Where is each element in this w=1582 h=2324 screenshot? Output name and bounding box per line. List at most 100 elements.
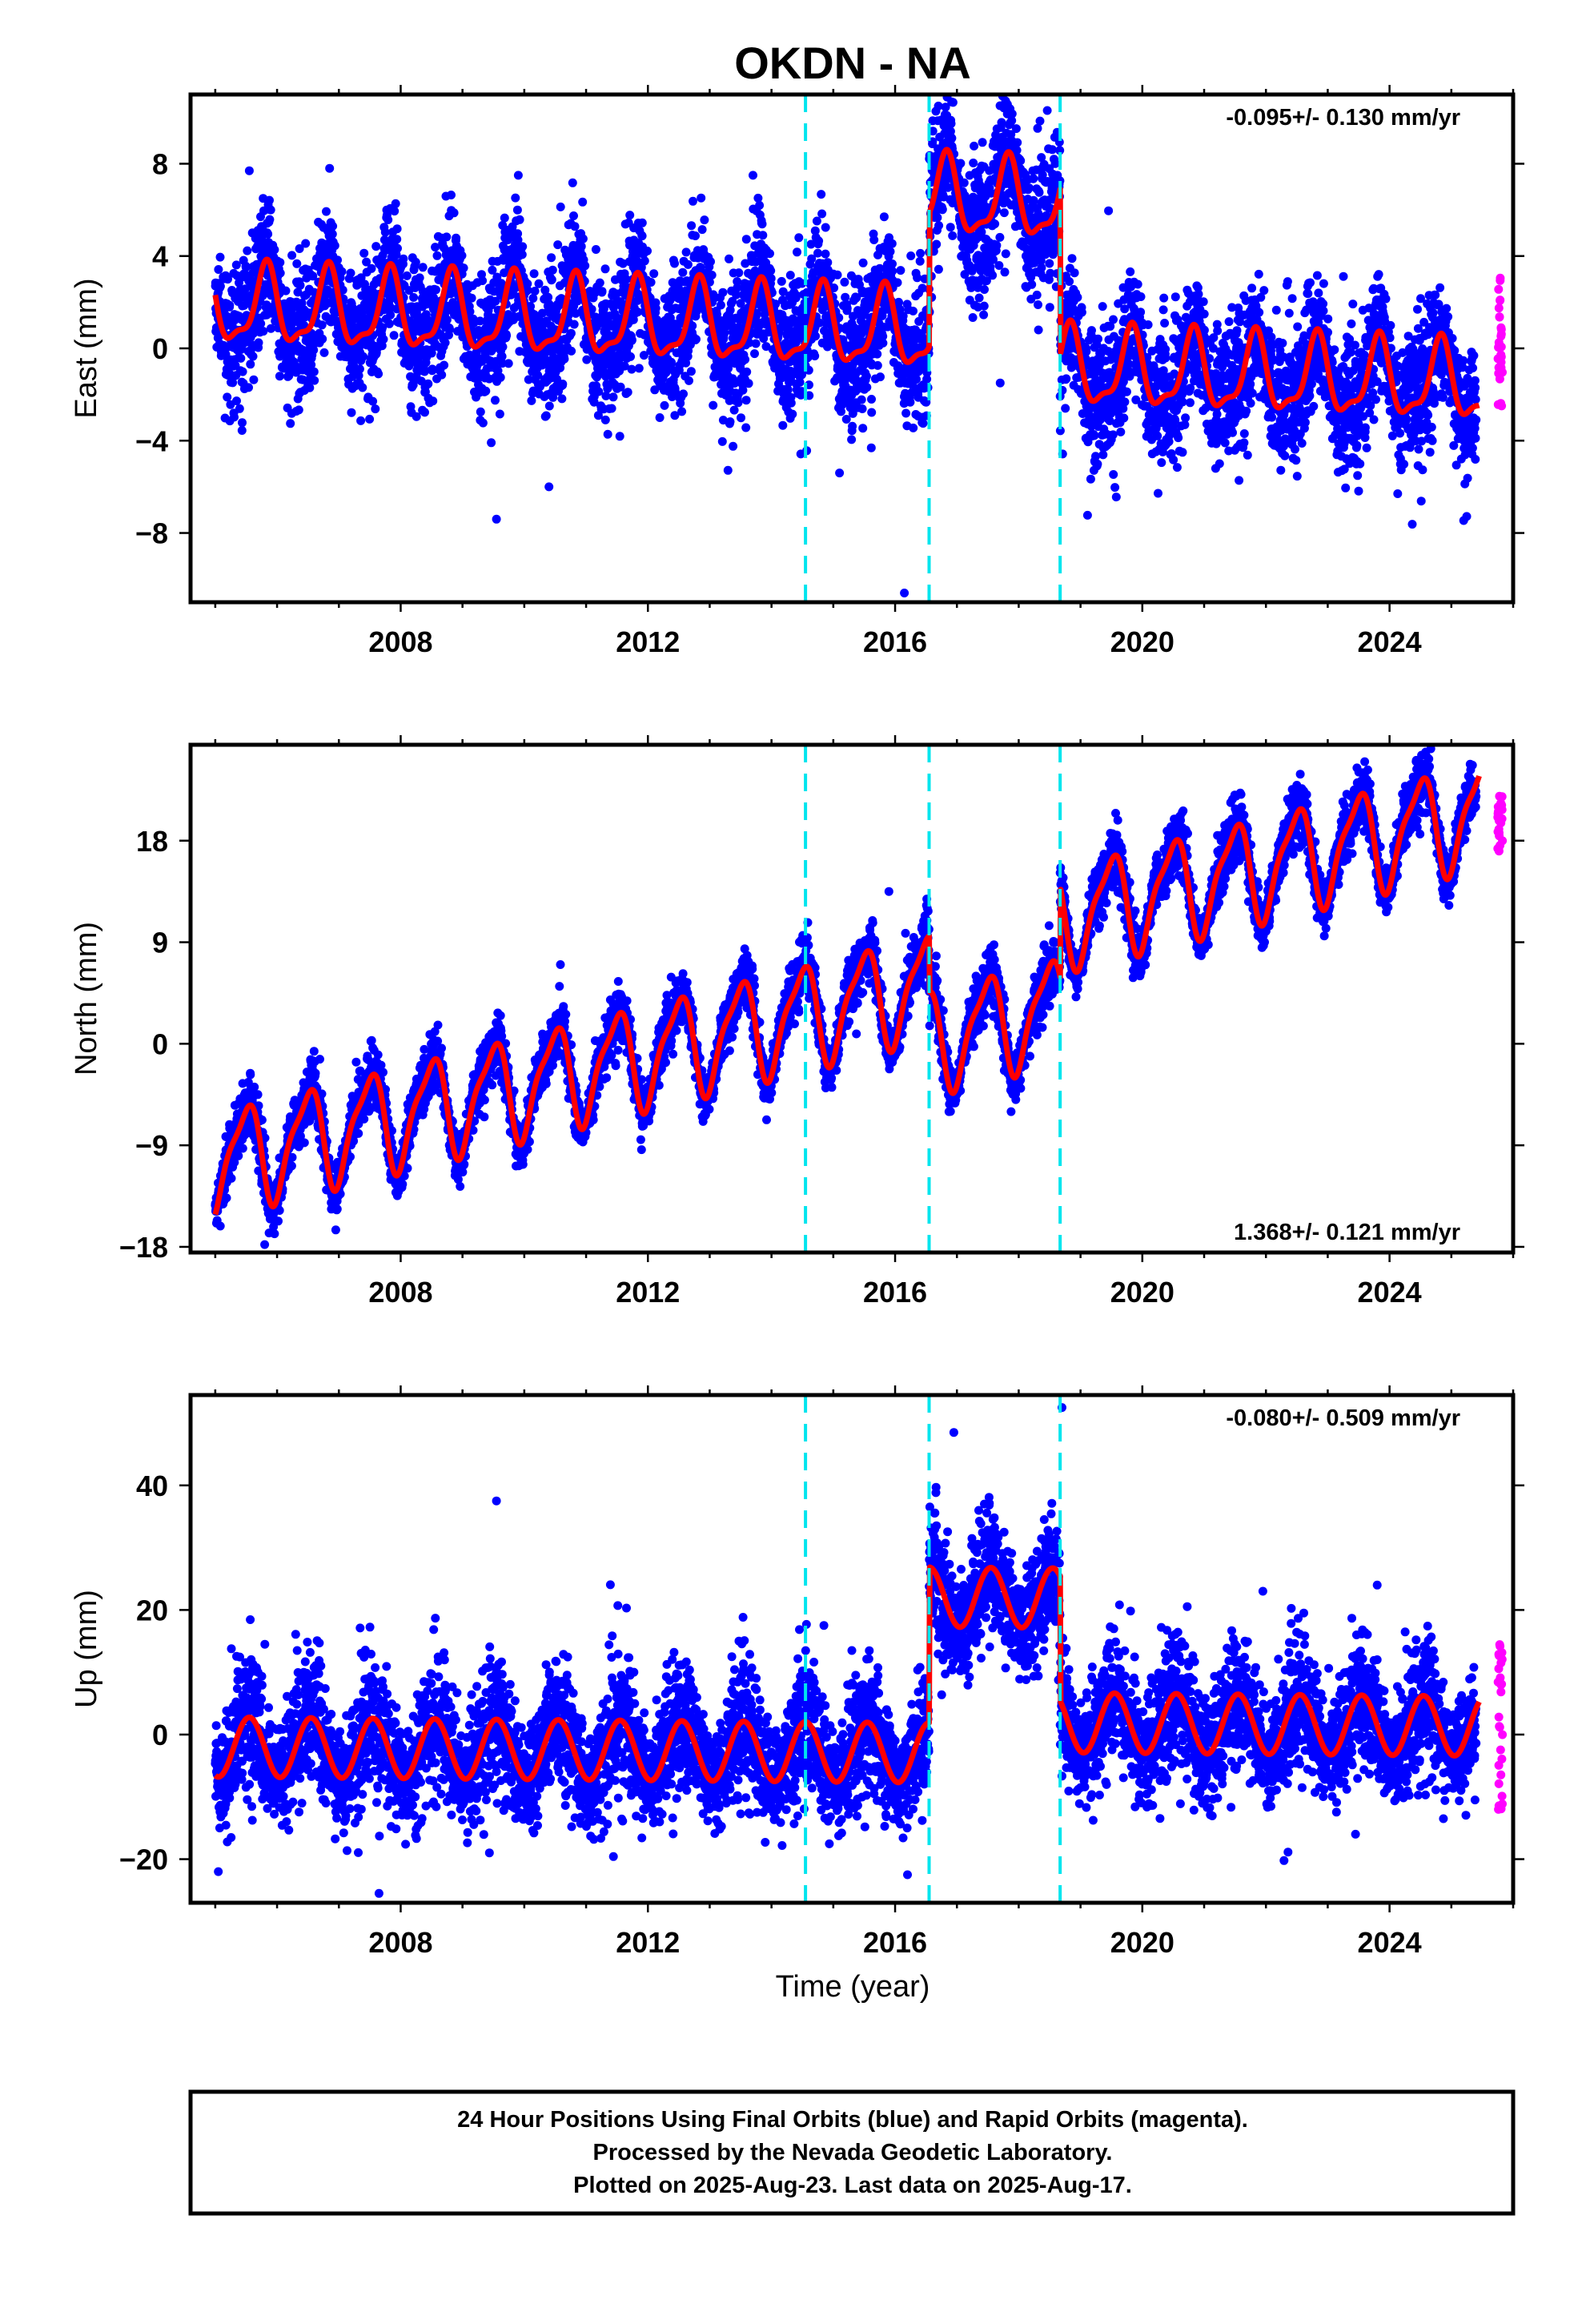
data-point [717, 436, 727, 446]
data-point [402, 271, 412, 280]
data-point [292, 259, 302, 268]
data-point [513, 171, 523, 180]
data-point [478, 418, 488, 428]
data-point [214, 265, 223, 274]
data-point [266, 324, 275, 333]
data-point [788, 409, 797, 419]
data-point [409, 292, 419, 302]
data-point [1073, 292, 1082, 302]
data-point [1109, 470, 1118, 479]
data-point [367, 263, 376, 273]
data-point [1108, 430, 1118, 440]
data-point [906, 251, 916, 260]
data-point [725, 254, 733, 263]
data-point [225, 300, 235, 310]
data-point [338, 285, 347, 295]
data-point [858, 258, 868, 267]
data-point [411, 257, 420, 267]
data-point [970, 141, 979, 151]
data-point [655, 413, 665, 422]
data-point [568, 178, 577, 187]
data-point [873, 349, 882, 359]
data-point [578, 197, 588, 207]
data-point [947, 134, 957, 143]
data-point [901, 408, 911, 418]
data-point [867, 408, 877, 417]
data-point [626, 352, 635, 361]
data-point [445, 325, 455, 334]
data-point [263, 229, 273, 239]
data-point [1119, 413, 1129, 423]
data-point [999, 208, 1009, 218]
data-point [697, 193, 706, 203]
data-point [716, 300, 725, 310]
data-point [1087, 326, 1096, 336]
data-point [821, 249, 830, 259]
data-point [811, 332, 820, 341]
data-point [569, 211, 578, 220]
data-point [308, 271, 318, 281]
data-point [374, 369, 383, 379]
data-point [392, 235, 402, 244]
data-point [358, 383, 367, 392]
data-point [794, 233, 804, 243]
data-point [813, 248, 822, 258]
data-point [1011, 124, 1021, 134]
data-point [518, 242, 528, 251]
data-point [424, 379, 433, 388]
data-point [1050, 159, 1060, 168]
data-point [766, 274, 776, 283]
data-point [1037, 263, 1046, 272]
data-point [576, 242, 586, 251]
data-point [481, 386, 491, 396]
data-point [330, 241, 339, 251]
data-point [1034, 187, 1044, 197]
data-point [371, 404, 380, 414]
data-point [833, 270, 842, 279]
data-point [322, 207, 331, 216]
data-point [758, 231, 768, 240]
data-point [751, 339, 761, 348]
data-point [399, 254, 408, 263]
data-point [755, 200, 765, 210]
data-point [476, 407, 485, 416]
data-point [347, 408, 356, 417]
data-point [1111, 493, 1121, 502]
data-point [305, 383, 315, 392]
data-point [393, 243, 402, 253]
data-point [1027, 279, 1037, 289]
data-point [356, 416, 366, 425]
data-point [294, 405, 303, 415]
data-point [355, 364, 364, 374]
data-point [1126, 267, 1135, 276]
data-point [615, 432, 624, 441]
data-point [391, 199, 400, 208]
data-point [918, 419, 928, 428]
data-point [683, 259, 693, 269]
data-point [969, 159, 978, 167]
data-point [679, 389, 688, 399]
data-point [356, 273, 366, 283]
data-point [442, 315, 452, 324]
data-point [1116, 427, 1126, 436]
data-point [527, 396, 536, 405]
data-point [729, 441, 738, 451]
data-point [1091, 452, 1100, 461]
data-point [379, 335, 388, 344]
data-point [842, 304, 852, 313]
data-point [968, 313, 978, 322]
data-point [709, 400, 718, 410]
data-point [1136, 292, 1146, 301]
data-point [440, 338, 450, 348]
data-point [447, 191, 456, 199]
data-point [879, 212, 889, 222]
data-point [651, 304, 661, 313]
data-point [956, 159, 966, 168]
data-point [866, 443, 876, 452]
data-point [840, 277, 849, 287]
data-point [318, 334, 327, 344]
data-point [582, 355, 592, 364]
data-point [1136, 308, 1146, 317]
data-point [681, 247, 691, 257]
data-point [547, 253, 556, 263]
